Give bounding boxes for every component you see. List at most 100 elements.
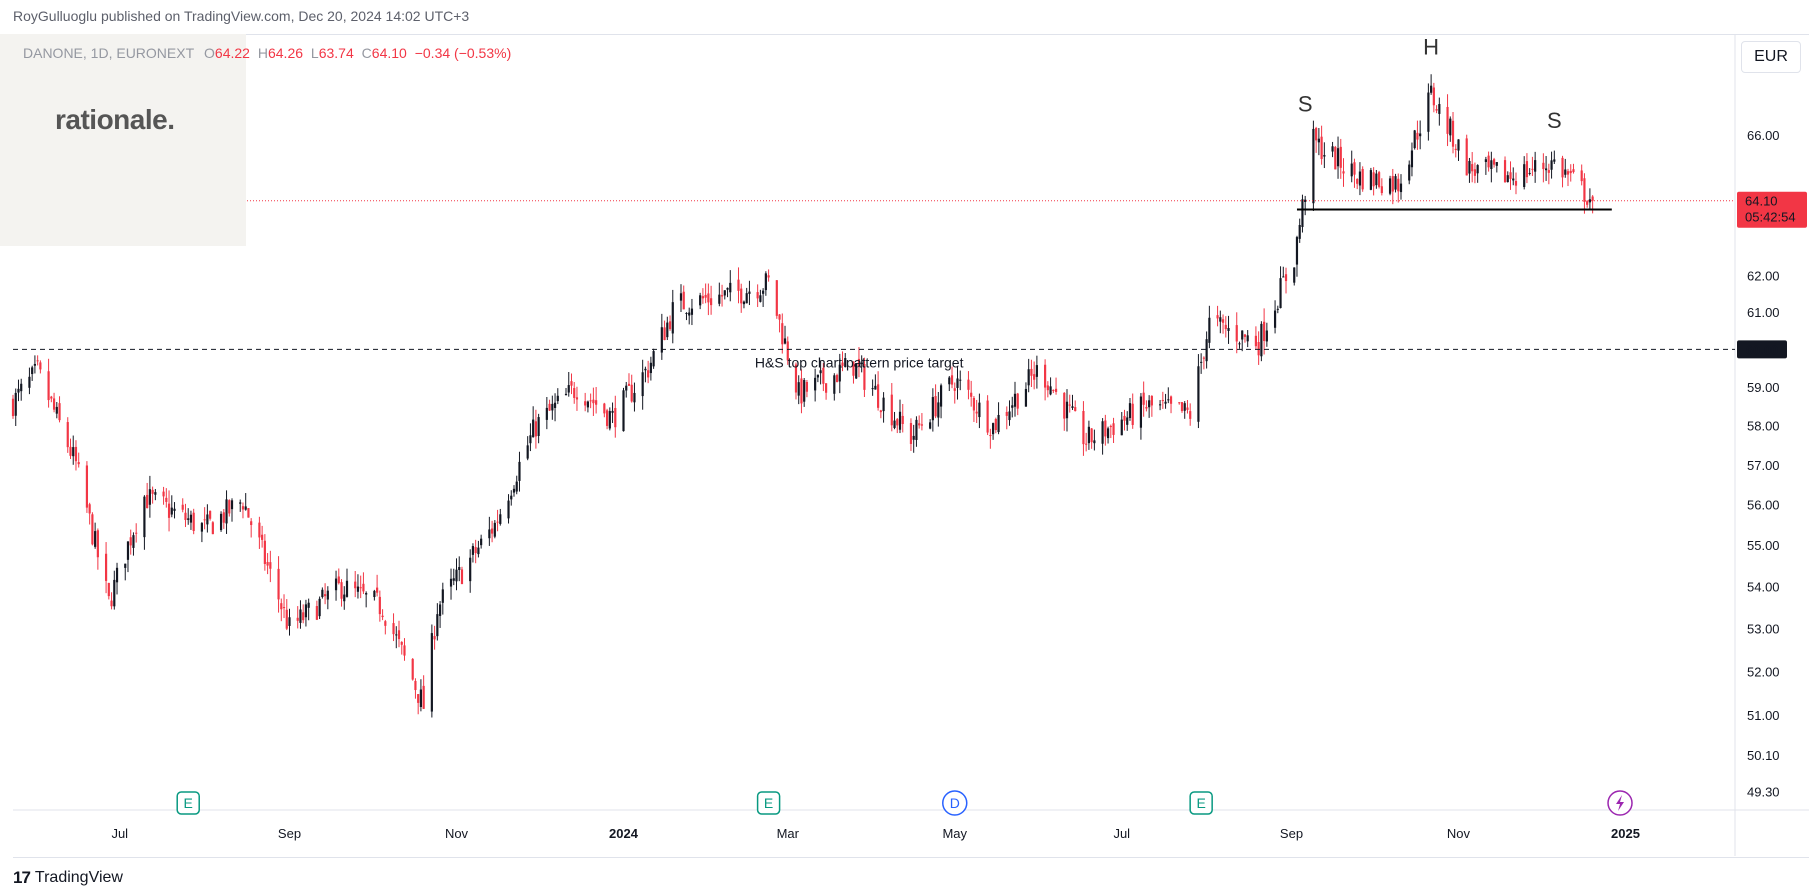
- candle-body: [1419, 133, 1422, 137]
- candle-body: [1224, 324, 1227, 330]
- candle-body: [280, 603, 283, 610]
- candle-body: [824, 383, 828, 393]
- earnings-icon: [1189, 791, 1213, 815]
- candle-body: [877, 384, 880, 408]
- candle-body: [455, 569, 458, 582]
- candle-body: [551, 403, 554, 411]
- chart-pane[interactable]: [13, 34, 1809, 858]
- x-tick-label: Jul: [1113, 826, 1130, 841]
- candle-body: [679, 293, 683, 301]
- candle-body: [458, 567, 461, 570]
- candle-body: [1353, 162, 1356, 175]
- candle-body: [209, 510, 212, 519]
- candle-body: [1457, 139, 1460, 151]
- change-value: −0.34 (−0.53%): [414, 45, 512, 61]
- candle-body: [510, 495, 513, 500]
- candle-body: [805, 382, 809, 392]
- candle-body: [1490, 160, 1493, 169]
- candle-body: [356, 586, 360, 592]
- candle-body: [997, 414, 1000, 433]
- candle-body: [1298, 225, 1301, 239]
- tradingview-footer[interactable]: 17 TradingView: [13, 868, 123, 888]
- candle-body: [882, 397, 885, 412]
- y-tick-label: 66.00: [1747, 128, 1780, 143]
- candle-body: [857, 358, 861, 367]
- candle-body: [1446, 106, 1449, 134]
- candle-body: [1397, 178, 1400, 192]
- candle-body: [1399, 183, 1403, 193]
- candle-body: [1139, 396, 1143, 428]
- low-label: L: [310, 45, 319, 61]
- candle-body: [1205, 339, 1208, 362]
- candle-body: [244, 506, 247, 510]
- candle-body: [384, 621, 387, 626]
- candle-body: [1112, 423, 1115, 435]
- candle-body: [1583, 178, 1586, 202]
- candle-body: [1293, 267, 1296, 283]
- candle-body: [863, 364, 866, 390]
- pattern-label: H: [1423, 35, 1439, 60]
- candle-body: [529, 435, 532, 444]
- candle-body: [203, 519, 206, 521]
- candle-body: [436, 614, 439, 637]
- candle-body: [496, 521, 499, 523]
- candle-body: [441, 589, 444, 603]
- candle-body: [515, 481, 518, 492]
- candle-body: [614, 407, 617, 428]
- candle-body: [373, 590, 376, 598]
- candle-body: [1085, 443, 1088, 445]
- candle-body: [277, 568, 280, 600]
- y-tick-label: 56.00: [1747, 498, 1780, 513]
- candle-body: [493, 522, 496, 537]
- candle-body: [1101, 421, 1104, 444]
- candle-body: [88, 504, 91, 514]
- candle-body: [1569, 170, 1572, 174]
- candle-body: [430, 633, 433, 712]
- candle-body: [307, 602, 310, 608]
- candle-body: [55, 406, 58, 414]
- candle-body: [266, 561, 269, 566]
- x-tick-label: Nov: [1447, 826, 1471, 841]
- candle-body: [844, 358, 847, 368]
- candle-body: [710, 298, 713, 306]
- candle-body: [1246, 335, 1249, 342]
- candle-body: [250, 521, 253, 525]
- candle-body: [1158, 404, 1162, 406]
- candle-body: [1331, 146, 1334, 152]
- candle-body: [573, 388, 576, 398]
- candle-body: [1525, 161, 1529, 178]
- open-value: 64.22: [214, 45, 250, 61]
- candle-body: [230, 500, 234, 510]
- candle-body: [261, 534, 264, 540]
- candle-body: [931, 397, 934, 421]
- candle-body: [258, 522, 261, 538]
- candle-body: [685, 312, 688, 314]
- candle-body: [1358, 171, 1362, 186]
- candle-body: [1142, 392, 1145, 405]
- candle-body: [975, 411, 978, 414]
- candle-body: [1008, 411, 1011, 421]
- candle-body: [1150, 395, 1153, 406]
- candle-body: [918, 423, 921, 426]
- candle-body: [896, 419, 899, 426]
- candle-body: [660, 327, 663, 353]
- candle-body: [1128, 403, 1132, 419]
- candle-body: [1531, 168, 1534, 170]
- candle-body: [586, 401, 590, 408]
- candle-body: [567, 385, 570, 393]
- candle-body: [1030, 368, 1033, 376]
- high-label: H: [257, 45, 268, 61]
- currency-selector[interactable]: EUR: [1741, 41, 1801, 73]
- candle-body: [666, 322, 669, 338]
- candle-body: [641, 372, 644, 397]
- candle-body: [1090, 428, 1093, 443]
- candle-body: [1265, 330, 1268, 342]
- candle-body: [838, 364, 841, 382]
- candle-body: [1320, 136, 1323, 159]
- candle-body: [1219, 317, 1222, 322]
- candle-body: [978, 402, 981, 418]
- candle-body: [113, 579, 116, 607]
- y-tick-label: 59.00: [1747, 380, 1780, 395]
- candle-body: [671, 302, 674, 334]
